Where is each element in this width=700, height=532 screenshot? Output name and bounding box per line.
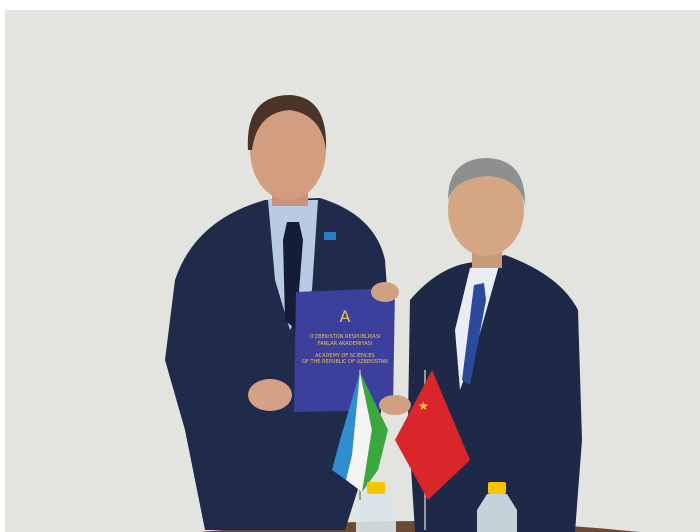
- folder-logo: A: [340, 307, 351, 326]
- left-person: [165, 95, 390, 530]
- hand: [379, 395, 411, 415]
- folder-line: O'ZBEKISTON RESPUBLIKASI: [309, 334, 380, 340]
- uzbek-flag: [332, 370, 388, 500]
- bottle: [356, 482, 396, 532]
- bottle: [477, 482, 517, 532]
- folder: A O'ZBEKISTON RESPUBLIKASI FANLAR AKADEM…: [294, 288, 395, 412]
- folder-line: ACADEMY OF SCIENCES: [315, 353, 374, 359]
- chinese-flag: ★: [395, 370, 470, 530]
- flag-star: ★: [418, 399, 429, 413]
- hand: [371, 282, 399, 302]
- folder-line: OF THE REPUBLIC OF UZBEKISTAN: [302, 359, 388, 365]
- folder-line: FANLAR AKADEMIYASI: [318, 341, 373, 347]
